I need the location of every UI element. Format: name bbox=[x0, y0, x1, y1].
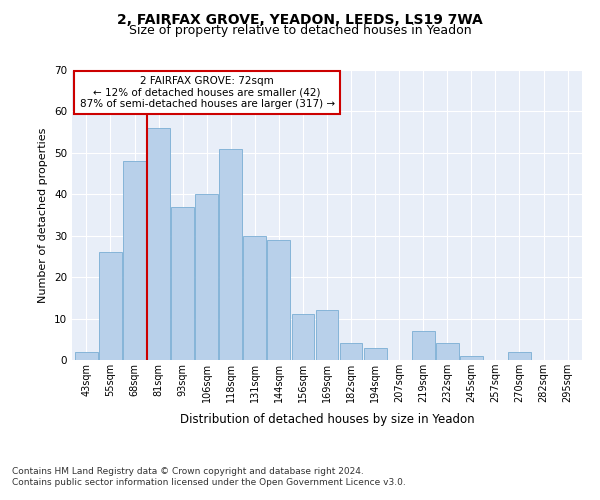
Bar bbox=[412, 331, 434, 360]
Bar bbox=[316, 310, 338, 360]
Bar bbox=[75, 352, 98, 360]
Text: Size of property relative to detached houses in Yeadon: Size of property relative to detached ho… bbox=[128, 24, 472, 37]
Bar bbox=[340, 344, 362, 360]
Bar bbox=[195, 194, 218, 360]
Bar bbox=[268, 240, 290, 360]
Bar bbox=[171, 206, 194, 360]
Bar bbox=[123, 161, 146, 360]
Text: 2, FAIRFAX GROVE, YEADON, LEEDS, LS19 7WA: 2, FAIRFAX GROVE, YEADON, LEEDS, LS19 7W… bbox=[117, 12, 483, 26]
Bar bbox=[436, 344, 459, 360]
Text: Distribution of detached houses by size in Yeadon: Distribution of detached houses by size … bbox=[179, 412, 475, 426]
Bar bbox=[508, 352, 531, 360]
Bar bbox=[220, 148, 242, 360]
Y-axis label: Number of detached properties: Number of detached properties bbox=[38, 128, 49, 302]
Bar bbox=[364, 348, 386, 360]
Text: Contains HM Land Registry data © Crown copyright and database right 2024.
Contai: Contains HM Land Registry data © Crown c… bbox=[12, 468, 406, 487]
Bar bbox=[244, 236, 266, 360]
Bar bbox=[99, 252, 122, 360]
Bar bbox=[460, 356, 483, 360]
Text: 2 FAIRFAX GROVE: 72sqm
← 12% of detached houses are smaller (42)
87% of semi-det: 2 FAIRFAX GROVE: 72sqm ← 12% of detached… bbox=[80, 76, 335, 109]
Bar bbox=[147, 128, 170, 360]
Bar bbox=[292, 314, 314, 360]
